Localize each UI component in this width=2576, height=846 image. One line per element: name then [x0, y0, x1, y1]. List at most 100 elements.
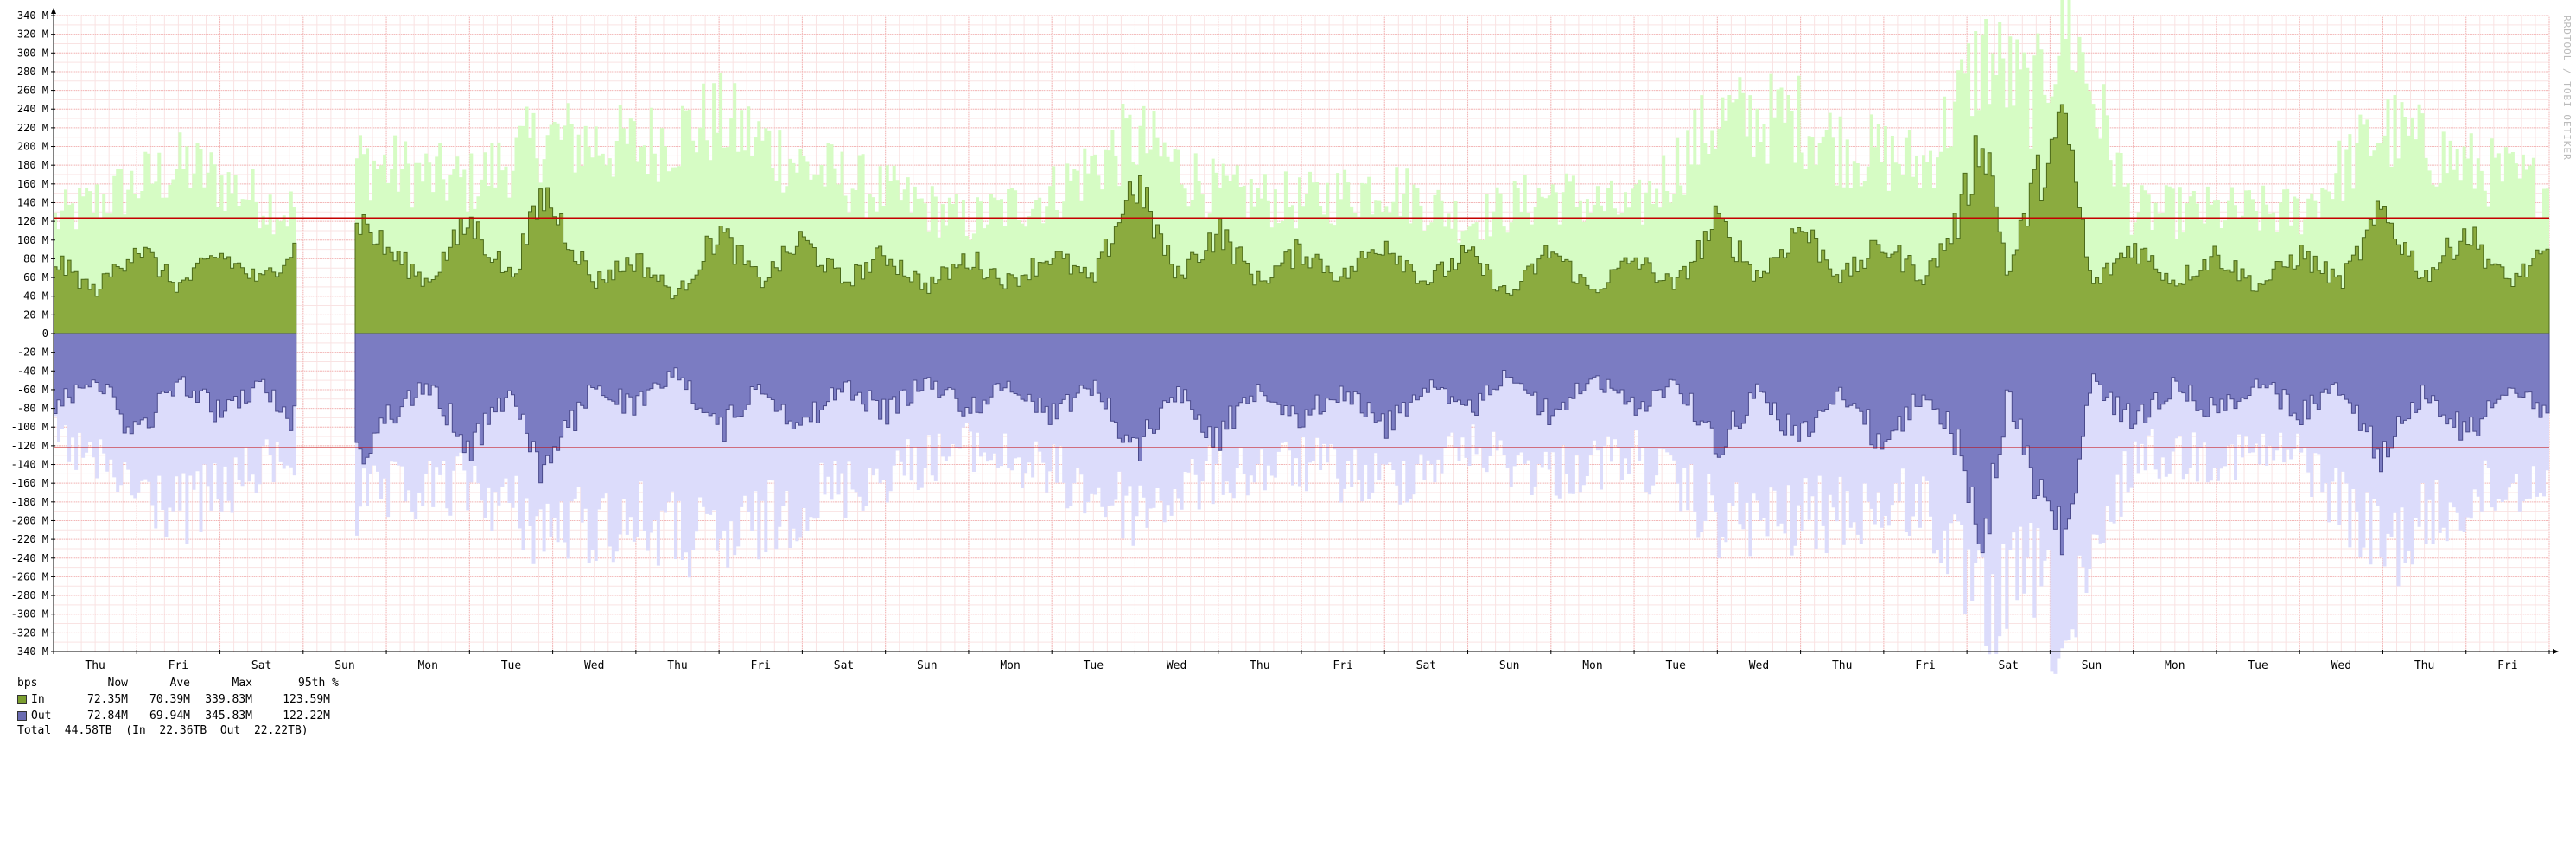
legend-in-ave: 70.39M [149, 693, 190, 706]
y-tick-label: 20 M [23, 309, 48, 321]
total-value: 44.58TB [64, 724, 112, 737]
y-tick-label: -240 M [11, 552, 48, 564]
legend: bps Now Ave Max 95th % In 72.35M 70.39M … [17, 675, 339, 724]
out-swatch [17, 711, 27, 721]
x-tick-label: Wed [1749, 659, 1769, 672]
total-out-value: 22.22TB) [253, 724, 308, 737]
legend-in-max: 339.83M [205, 693, 252, 706]
out-average-area [53, 333, 297, 435]
rrdtool-watermark: RRDTOOL / TOBI OETIKER [2561, 16, 2573, 161]
x-tick-label: Sat [1416, 659, 1436, 672]
y-tick-label: -20 M [17, 347, 48, 359]
legend-row-in: In 72.35M 70.39M 339.83M 123.59M [17, 691, 330, 708]
y-tick-label: 300 M [17, 47, 48, 59]
legend-out-ave: 69.94M [149, 709, 190, 722]
y-tick-label: -180 M [11, 496, 48, 508]
x-axis-arrow [2553, 649, 2559, 654]
x-tick-label: Wed [2331, 659, 2351, 672]
legend-out-max: 345.83M [205, 709, 252, 722]
y-tick-label: 200 M [17, 141, 48, 153]
y-tick-label: -160 M [11, 477, 48, 489]
x-tick-label: Thu [1832, 659, 1852, 672]
y-tick-label: 40 M [23, 290, 48, 302]
y-tick-label: 60 M [23, 271, 48, 283]
y-tick-label: 240 M [17, 103, 48, 115]
x-tick-label: Thu [667, 659, 687, 672]
y-tick-label: 180 M [17, 159, 48, 171]
x-tick-label: Fri [2497, 659, 2517, 672]
y-tick-label: 0 [42, 328, 48, 340]
x-tick-label: Mon [417, 659, 437, 672]
y-tick-label: -320 M [11, 627, 48, 639]
legend-header-now: Now [107, 677, 128, 690]
y-tick-label: -220 M [11, 533, 48, 545]
y-tick-label: -40 M [17, 365, 48, 377]
total-label: Total [17, 724, 52, 737]
y-axis-labels: 340 M 320 M 300 M 280 M 260 M 240 M 220 M 200 M… [11, 10, 48, 658]
y-tick-label: -300 M [11, 608, 48, 620]
legend-in-now: 72.35M [87, 693, 128, 706]
x-tick-label: Tue [501, 659, 522, 672]
x-tick-label: Fri [751, 659, 771, 672]
legend-header-ave: Ave [169, 677, 190, 690]
y-tick-label: -260 M [11, 570, 48, 582]
legend-out-name: Out [31, 709, 52, 722]
total-in-label: (In [125, 724, 146, 737]
legend-total: Total 44.58TB (In 22.36TB Out 22.22TB) [17, 724, 308, 737]
y-tick-label: -140 M [11, 459, 48, 471]
in-average-area [53, 242, 297, 334]
y-tick-label: 320 M [17, 29, 48, 41]
x-tick-label: Fri [169, 659, 188, 672]
legend-out-95th: 122.22M [283, 709, 330, 722]
y-tick-label: -80 M [17, 403, 48, 415]
chart-axes [51, 8, 2559, 654]
in-swatch [17, 695, 27, 704]
total-out-label: Out [219, 724, 241, 737]
out-average-area [354, 333, 2550, 556]
x-tick-label: Fri [1333, 659, 1352, 672]
x-tick-label: Mon [1582, 659, 1602, 672]
x-tick-label: Mon [1000, 659, 1020, 672]
y-tick-label: 160 M [17, 178, 48, 190]
x-axis-labels: Thu Fri Sat Sun Mon Tue Wed Thu Fri Sat Sun Mon Tue W… [85, 659, 2517, 672]
y-tick-label: 100 M [17, 234, 48, 246]
in-average-area [354, 104, 2550, 334]
x-tick-label: Thu [1250, 659, 1269, 672]
x-tick-label: Sat [1999, 659, 2019, 672]
x-tick-label: Mon [2165, 659, 2185, 672]
x-tick-label: Sun [334, 659, 354, 672]
legend-header-max: Max [232, 677, 252, 690]
y-tick-label: 120 M [17, 215, 48, 227]
x-tick-label: Sat [834, 659, 854, 672]
y-tick-label: -200 M [11, 514, 48, 526]
y-tick-label: 340 M [17, 10, 48, 22]
y-tick-label: 260 M [17, 85, 48, 97]
legend-header: bps Now Ave Max 95th % [17, 675, 339, 691]
x-tick-label: Sun [1499, 659, 1519, 672]
legend-in-name: In [31, 693, 45, 706]
traffic-chart: 340 M 320 M 300 M 280 M 260 M 240 M 220 M 200 M… [11, 0, 2559, 674]
percentile-lines [54, 217, 2549, 449]
x-tick-label: Wed [1167, 659, 1186, 672]
x-tick-label: Thu [85, 659, 105, 672]
x-tick-label: Sun [2082, 659, 2102, 672]
x-tick-label: Sun [917, 659, 937, 672]
x-tick-label: Tue [1665, 659, 1686, 672]
y-tick-label: -60 M [17, 384, 48, 396]
y-tick-label: -120 M [11, 440, 48, 452]
legend-in-95th: 123.59M [283, 693, 330, 706]
x-tick-label: Tue [1084, 659, 1104, 672]
legend-out-now: 72.84M [87, 709, 128, 722]
legend-header-95th: 95th % [298, 677, 339, 690]
y-tick-label: 220 M [17, 122, 48, 134]
x-tick-label: Wed [584, 659, 604, 672]
x-tick-label: Fri [1915, 659, 1935, 672]
y-tick-label: 140 M [17, 196, 48, 208]
y-axis-arrow [51, 8, 56, 14]
x-tick-label: Tue [2248, 659, 2268, 672]
x-tick-label: Sat [251, 659, 271, 672]
y-tick-label: -280 M [11, 589, 48, 601]
y-tick-label: 80 M [23, 252, 48, 264]
total-in-value: 22.36TB [159, 724, 207, 737]
y-tick-label: -100 M [11, 421, 48, 433]
